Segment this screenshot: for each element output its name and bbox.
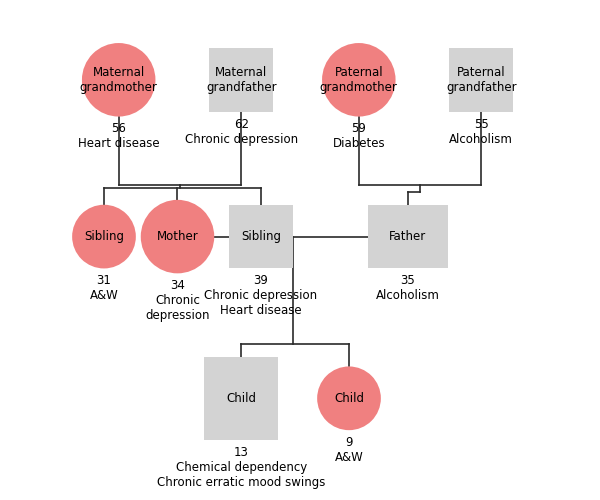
- Text: Child: Child: [226, 392, 256, 405]
- Text: 13
Chemical dependency
Chronic erratic mood swings: 13 Chemical dependency Chronic erratic m…: [157, 446, 325, 489]
- Circle shape: [72, 205, 136, 268]
- Circle shape: [317, 366, 381, 430]
- Text: 35
Alcoholism: 35 Alcoholism: [376, 274, 440, 302]
- FancyBboxPatch shape: [229, 205, 293, 268]
- Text: 39
Chronic depression
Heart disease: 39 Chronic depression Heart disease: [204, 274, 317, 318]
- Circle shape: [82, 43, 155, 117]
- Text: Sibling: Sibling: [84, 230, 124, 243]
- Text: Child: Child: [334, 392, 364, 405]
- Text: 9
A&W: 9 A&W: [335, 436, 364, 464]
- FancyBboxPatch shape: [368, 205, 448, 268]
- Circle shape: [322, 43, 395, 117]
- FancyBboxPatch shape: [449, 48, 513, 112]
- FancyBboxPatch shape: [209, 48, 273, 112]
- Text: Father: Father: [389, 230, 427, 243]
- Text: Sibling: Sibling: [241, 230, 281, 243]
- Text: Mother: Mother: [157, 230, 199, 243]
- Text: 34
Chronic
depression: 34 Chronic depression: [145, 279, 210, 322]
- Text: Maternal
grandmother: Maternal grandmother: [80, 66, 158, 94]
- Text: 56
Heart disease: 56 Heart disease: [78, 122, 160, 150]
- Text: Paternal
grandmother: Paternal grandmother: [320, 66, 398, 94]
- FancyBboxPatch shape: [205, 356, 278, 440]
- Text: 59
Diabetes: 59 Diabetes: [332, 122, 385, 150]
- Text: Maternal
grandfather: Maternal grandfather: [206, 66, 277, 94]
- Text: 55
Alcoholism: 55 Alcoholism: [449, 118, 513, 146]
- Text: Paternal
grandfather: Paternal grandfather: [446, 66, 517, 94]
- Circle shape: [141, 200, 214, 274]
- Text: 62
Chronic depression: 62 Chronic depression: [185, 118, 298, 146]
- Text: 31
A&W: 31 A&W: [89, 274, 118, 302]
